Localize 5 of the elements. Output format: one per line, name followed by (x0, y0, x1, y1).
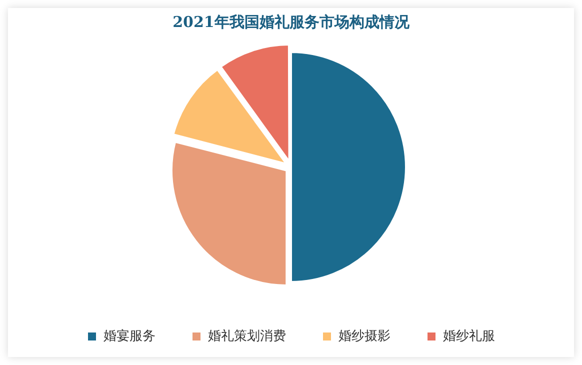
legend-label: 婚宴服务 (104, 328, 156, 344)
legend-label: 婚纱摄影 (338, 328, 390, 344)
legend-label: 婚纱礼服 (443, 328, 495, 344)
chart-title: 2021年我国婚礼服务市场构成情况 (172, 12, 410, 31)
legend-label: 婚礼策划消费 (208, 328, 286, 344)
